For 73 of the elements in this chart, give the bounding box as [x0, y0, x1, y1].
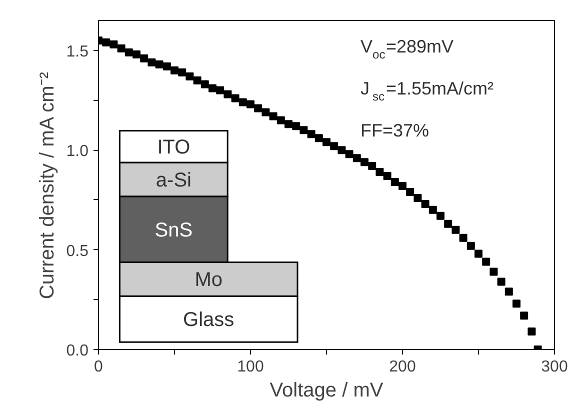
point [238, 98, 247, 106]
annotation: a-Si [156, 170, 192, 192]
point [208, 84, 216, 92]
point [504, 288, 513, 296]
point [193, 76, 202, 84]
y-tick-label: 1.5 [66, 43, 89, 60]
point [376, 168, 384, 176]
point [269, 112, 278, 120]
point [216, 86, 224, 94]
y-tick-label: 1.0 [66, 143, 89, 160]
point [459, 234, 468, 242]
point [300, 126, 308, 134]
point [292, 122, 300, 130]
point [474, 250, 482, 258]
point [307, 130, 316, 138]
point [284, 120, 292, 128]
point [490, 268, 498, 276]
point [512, 300, 520, 308]
point [110, 40, 118, 48]
point [148, 58, 156, 66]
point [520, 312, 528, 320]
point [186, 72, 194, 80]
point [414, 194, 422, 202]
point [155, 60, 164, 68]
x-tick-label: 0 [94, 358, 104, 376]
point [497, 278, 506, 286]
point [262, 108, 270, 116]
annotation: Mo [194, 269, 222, 292]
point [170, 66, 178, 74]
point [352, 154, 361, 162]
point [528, 328, 536, 336]
point [117, 44, 126, 52]
point [428, 206, 437, 214]
point [246, 100, 254, 108]
annotation: FF=37% [360, 120, 430, 140]
point [330, 142, 338, 150]
point [398, 182, 406, 190]
point [436, 212, 444, 220]
y-tick-label: 0.5 [66, 242, 89, 260]
point [338, 146, 346, 154]
x-axis-title: Voltage / mV [270, 380, 384, 402]
point [276, 116, 285, 124]
point [140, 54, 148, 62]
y-axis-title: Current density / mA cm⁻² [36, 72, 58, 300]
point [162, 62, 171, 70]
point [466, 242, 475, 250]
point [444, 220, 452, 228]
point [452, 226, 460, 234]
annotation: ITO [157, 136, 190, 159]
point [132, 50, 140, 58]
point [178, 68, 186, 76]
point [421, 200, 430, 208]
point [360, 158, 368, 166]
point [482, 258, 490, 266]
point [314, 134, 323, 142]
point [200, 80, 209, 88]
text: 0.0 [66, 342, 89, 360]
point [124, 48, 133, 56]
point [224, 90, 232, 98]
x-tick-label: 100 [237, 358, 264, 376]
point [345, 150, 354, 158]
point [383, 172, 392, 180]
point [254, 104, 262, 112]
point [390, 178, 399, 186]
x-tick-label: 300 [541, 358, 568, 376]
point [368, 162, 376, 170]
annotation: Glass [183, 309, 234, 332]
point [231, 94, 240, 102]
point [322, 138, 330, 146]
point [102, 38, 110, 46]
point [406, 188, 414, 196]
x-tick-label: 200 [389, 358, 416, 376]
annotation: SnS [154, 219, 193, 242]
